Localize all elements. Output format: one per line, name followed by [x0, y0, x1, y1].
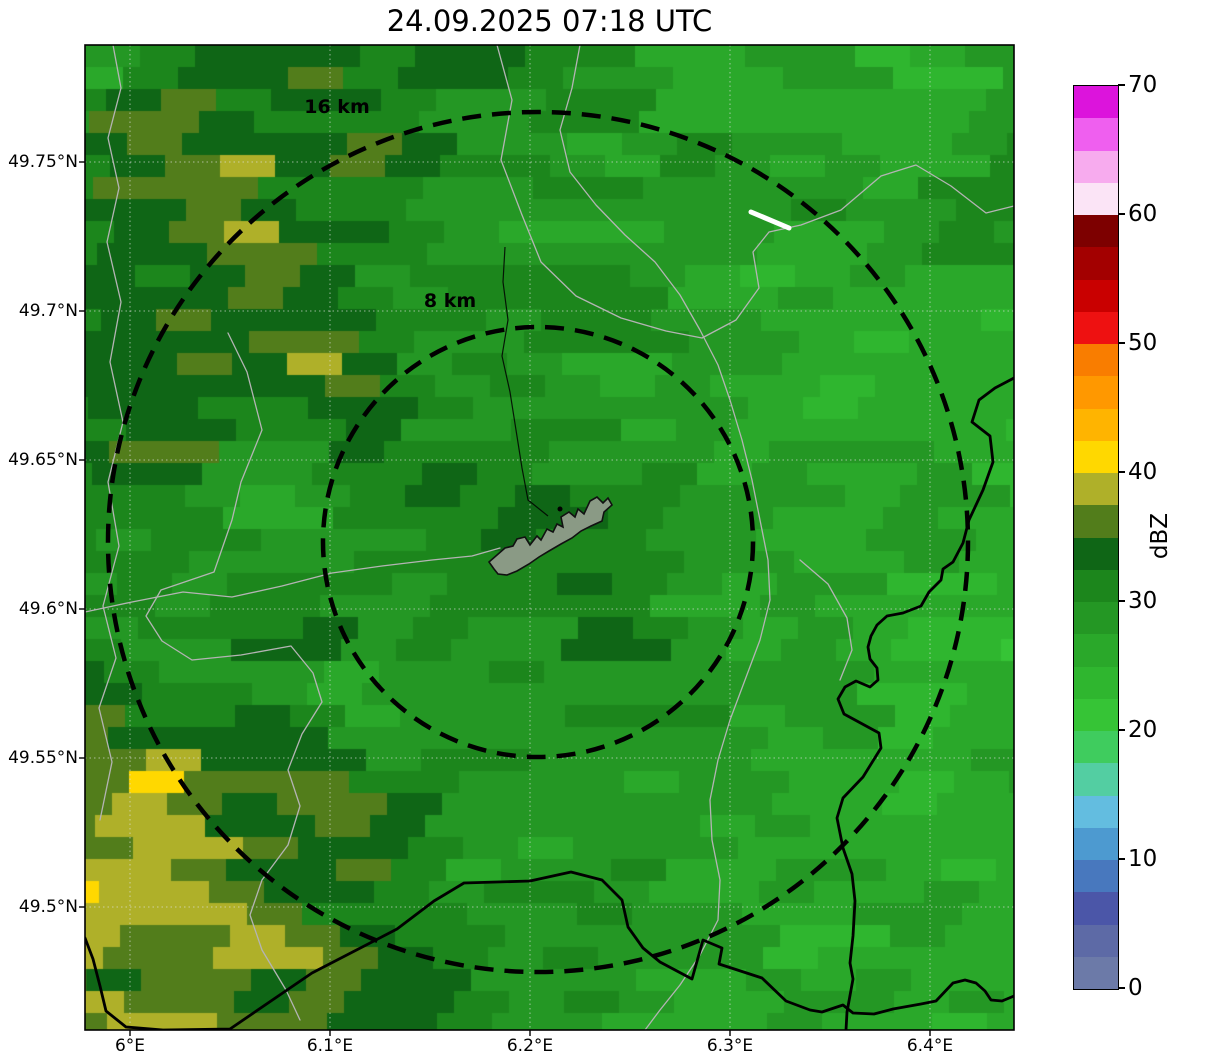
- colorbar-segment: [1074, 215, 1118, 248]
- colorbar-tick-label: 30: [1128, 588, 1158, 614]
- plot-frame: [84, 44, 1015, 1031]
- geographic-lines: [85, 45, 1014, 1030]
- road-line: [799, 559, 853, 681]
- colorbar-tick-mark: [1118, 600, 1125, 602]
- colorbar-segment: [1074, 602, 1118, 635]
- colorbar-segment: [1074, 731, 1118, 764]
- road-line: [145, 332, 323, 1021]
- colorbar-segment: [1074, 698, 1118, 731]
- colorbar-tick-label: 20: [1128, 717, 1158, 743]
- country-border-line: [835, 376, 1014, 1030]
- city-area-polygon: [487, 496, 614, 576]
- colorbar-segment: [1074, 505, 1118, 538]
- colorbar-segment: [1074, 892, 1118, 925]
- road-line: [85, 547, 501, 613]
- city-marker-dot: [557, 506, 563, 512]
- colorbar-tick-mark: [1118, 213, 1125, 215]
- colorbar-tick-mark: [1118, 342, 1125, 344]
- range-ring-16km: [105, 109, 971, 975]
- colorbar-segment: [1074, 247, 1118, 280]
- colorbar-segment: [1074, 634, 1118, 667]
- colorbar-segment: [1074, 344, 1118, 377]
- colorbar-tick-mark: [1118, 729, 1125, 731]
- colorbar-segment: [1074, 763, 1118, 796]
- stream-line: [501, 246, 549, 517]
- colorbar-segment: [1074, 956, 1118, 989]
- colorbar-segment: [1074, 440, 1118, 473]
- lat-lon-gridlines: [85, 45, 1014, 1030]
- colorbar-tick-label: 60: [1128, 201, 1158, 227]
- colorbar-segment: [1074, 279, 1118, 312]
- colorbar-segment: [1074, 150, 1118, 183]
- colorbar-segment: [1074, 86, 1118, 119]
- colorbar-segment: [1074, 924, 1118, 957]
- colorbar: [1073, 85, 1119, 990]
- colorbar-segment: [1074, 376, 1118, 409]
- colorbar-tick-mark: [1118, 987, 1125, 989]
- plot-title: 24.09.2025 07:18 UTC: [386, 4, 713, 38]
- country-border-line: [85, 870, 1014, 1030]
- colorbar-segment: [1074, 795, 1118, 828]
- colorbar-segment: [1074, 182, 1118, 215]
- colorbar-segment: [1074, 408, 1118, 441]
- road-line: [496, 45, 1014, 339]
- colorbar-tick-label: 70: [1128, 72, 1158, 98]
- colorbar-segment: [1074, 118, 1118, 151]
- road-line: [559, 45, 771, 1030]
- colorbar-tick-mark: [1118, 858, 1125, 860]
- white-echo-streak: [748, 209, 792, 231]
- colorbar-tick-label: 50: [1128, 330, 1158, 356]
- colorbar-segment: [1074, 311, 1118, 344]
- range-rings: [105, 109, 971, 975]
- colorbar-tick-mark: [1118, 84, 1125, 86]
- colorbar-segment: [1074, 666, 1118, 699]
- colorbar-segment: [1074, 569, 1118, 602]
- colorbar-tick-mark: [1118, 471, 1125, 473]
- colorbar-tick-label: 10: [1128, 846, 1158, 872]
- axis-tick-marks: [79, 161, 931, 1036]
- colorbar-segment: [1074, 473, 1118, 506]
- colorbar-segment: [1074, 537, 1118, 570]
- colorbar-segment: [1074, 860, 1118, 893]
- colorbar-tick-label: 0: [1128, 975, 1143, 1001]
- road-line: [98, 45, 124, 821]
- colorbar-tick-label: 40: [1128, 459, 1158, 485]
- range-ring-8km: [320, 324, 756, 760]
- colorbar-segment: [1074, 827, 1118, 860]
